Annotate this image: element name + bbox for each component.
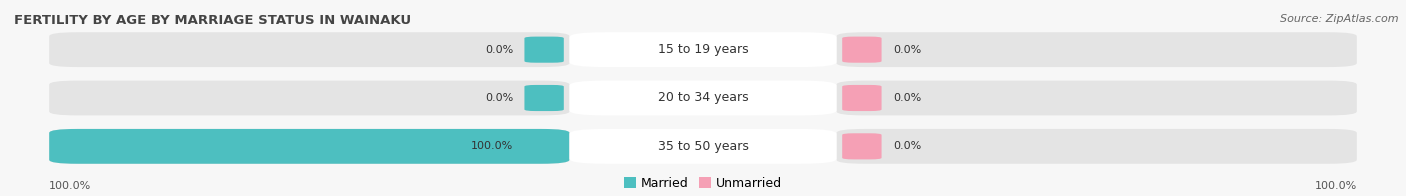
FancyBboxPatch shape — [842, 133, 882, 159]
Text: Source: ZipAtlas.com: Source: ZipAtlas.com — [1281, 14, 1399, 24]
FancyBboxPatch shape — [842, 85, 882, 111]
FancyBboxPatch shape — [837, 129, 1357, 164]
Text: 0.0%: 0.0% — [893, 141, 921, 151]
Text: 15 to 19 years: 15 to 19 years — [658, 43, 748, 56]
FancyBboxPatch shape — [49, 129, 569, 164]
FancyBboxPatch shape — [49, 129, 569, 164]
Text: 100.0%: 100.0% — [49, 181, 91, 191]
Text: 0.0%: 0.0% — [893, 45, 921, 55]
FancyBboxPatch shape — [569, 32, 837, 67]
FancyBboxPatch shape — [524, 85, 564, 111]
Text: 0.0%: 0.0% — [485, 93, 513, 103]
FancyBboxPatch shape — [49, 32, 569, 67]
FancyBboxPatch shape — [842, 37, 882, 63]
Text: FERTILITY BY AGE BY MARRIAGE STATUS IN WAINAKU: FERTILITY BY AGE BY MARRIAGE STATUS IN W… — [14, 14, 411, 27]
FancyBboxPatch shape — [524, 133, 564, 159]
Text: 20 to 34 years: 20 to 34 years — [658, 92, 748, 104]
FancyBboxPatch shape — [837, 32, 1357, 67]
Text: 0.0%: 0.0% — [893, 93, 921, 103]
Legend: Married, Unmarried: Married, Unmarried — [624, 177, 782, 190]
FancyBboxPatch shape — [569, 81, 837, 115]
FancyBboxPatch shape — [49, 81, 569, 115]
Text: 100.0%: 100.0% — [471, 141, 513, 151]
FancyBboxPatch shape — [569, 129, 837, 164]
Text: 100.0%: 100.0% — [1315, 181, 1357, 191]
FancyBboxPatch shape — [524, 37, 564, 63]
Text: 35 to 50 years: 35 to 50 years — [658, 140, 748, 153]
FancyBboxPatch shape — [837, 81, 1357, 115]
Text: 0.0%: 0.0% — [485, 45, 513, 55]
